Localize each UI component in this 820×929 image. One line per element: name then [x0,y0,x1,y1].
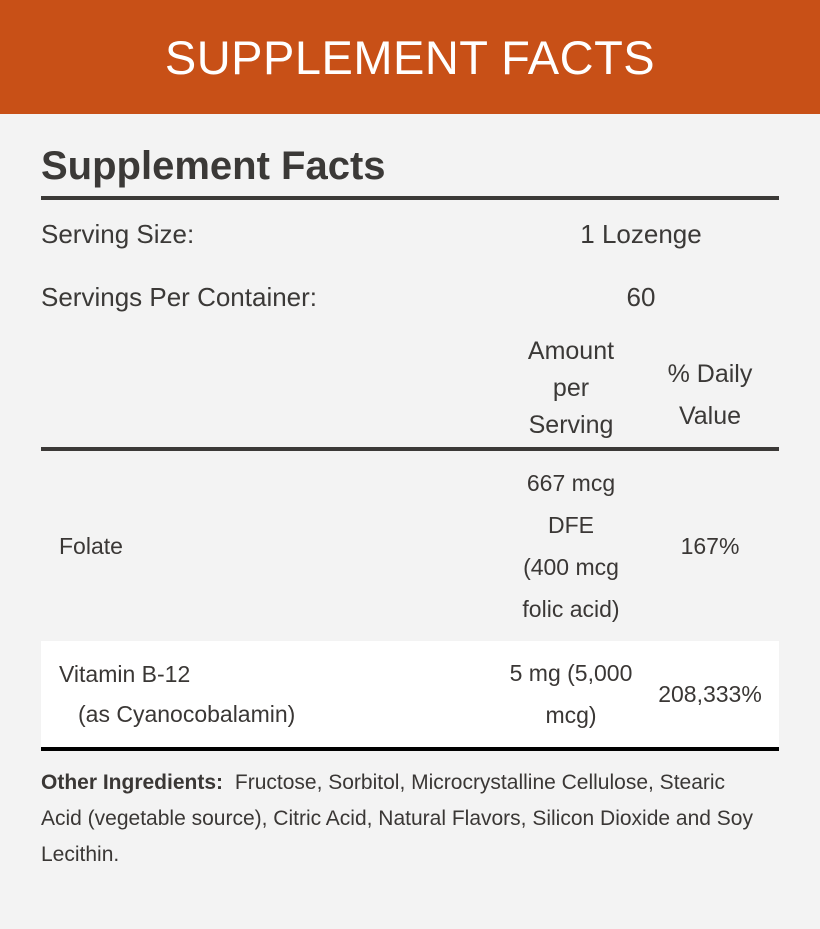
serving-size-label: Serving Size: [41,219,195,249]
nutrient-daily-value: 167% [680,532,740,559]
nutrient-row-vitamin-b12: Vitamin B-12 (as Cyanocobalamin) 5 mg (5… [41,641,779,747]
servings-per-container-row: Servings Per Container: 60 [41,266,779,329]
other-ingredients-label: Other Ingredients: [41,771,224,794]
amount-per-serving-header: Amount per Serving [527,337,615,439]
nutrient-name: Vitamin B-12 (as Cyanocobalamin) [41,654,501,734]
nutrient-amount: 5 mg (5,000 mcg) [509,660,633,728]
serving-size-value: 1 Lozenge [580,219,702,249]
header-divider [41,447,779,451]
nutrient-amount: 667 mcg DFE (400 mcg folic acid) [522,470,620,622]
servings-per-container-label: Servings Per Container: [41,282,318,312]
nutrient-name: Folate [59,533,123,559]
other-ingredients-text: Fructose, Sorbitol, Microcrystalline Cel… [41,771,753,866]
daily-value-header: % Daily Value [667,360,753,430]
banner-title: SUPPLEMENT FACTS [164,30,656,84]
serving-size-row: Serving Size: 1 Lozenge [41,203,779,266]
bottom-divider [41,747,779,751]
other-ingredients: Other Ingredients: Fructose, Sorbitol, M… [41,751,779,873]
top-divider [41,196,779,200]
servings-per-container-value: 60 [626,282,656,312]
supplement-facts-banner: SUPPLEMENT FACTS [0,0,820,114]
nutrient-row-folate: Folate 667 mcg DFE (400 mcg folic acid) … [41,451,779,641]
nutrient-daily-value: 208,333% [658,680,762,707]
supplement-facts-panel: Supplement Facts Serving Size: 1 Lozenge… [0,114,820,873]
column-header-row: Amount per Serving % Daily Value [41,329,779,447]
facts-title: Supplement Facts [41,144,386,188]
nutrient-source: (as Cyanocobalamin) [78,701,296,727]
